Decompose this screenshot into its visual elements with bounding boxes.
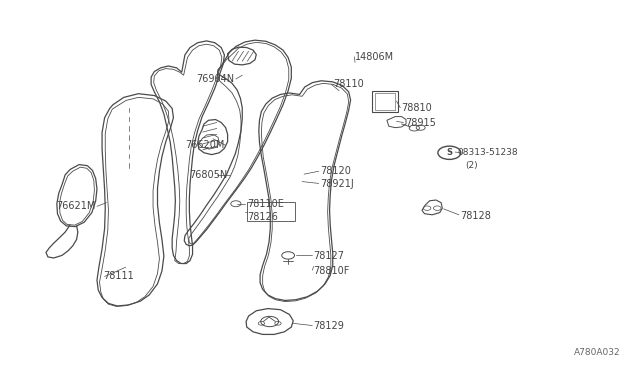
Text: 78129: 78129 <box>314 321 344 331</box>
Text: 08313-51238: 08313-51238 <box>457 148 518 157</box>
Text: 76620M: 76620M <box>185 140 225 150</box>
Text: 78921J: 78921J <box>320 179 354 189</box>
Text: 76805N: 76805N <box>189 170 228 180</box>
Text: (2): (2) <box>465 161 478 170</box>
Text: S: S <box>446 148 452 157</box>
Text: 78110E: 78110E <box>246 199 284 209</box>
Text: 78915: 78915 <box>404 118 436 128</box>
Bar <box>246 202 294 221</box>
Text: 76621M: 76621M <box>56 201 96 211</box>
Text: 14806M: 14806M <box>355 52 394 62</box>
Text: 78127: 78127 <box>314 251 344 261</box>
Text: 78810F: 78810F <box>314 266 350 276</box>
Text: 78126: 78126 <box>246 212 278 222</box>
Text: 78111: 78111 <box>103 272 134 282</box>
Text: 78120: 78120 <box>320 166 351 176</box>
Bar <box>372 91 397 112</box>
Text: 78810: 78810 <box>401 103 432 113</box>
Text: 78128: 78128 <box>460 211 491 221</box>
Text: A780A032: A780A032 <box>574 347 621 357</box>
Bar <box>375 93 395 110</box>
Text: 76904N: 76904N <box>196 74 234 84</box>
Text: 78110: 78110 <box>333 80 364 89</box>
